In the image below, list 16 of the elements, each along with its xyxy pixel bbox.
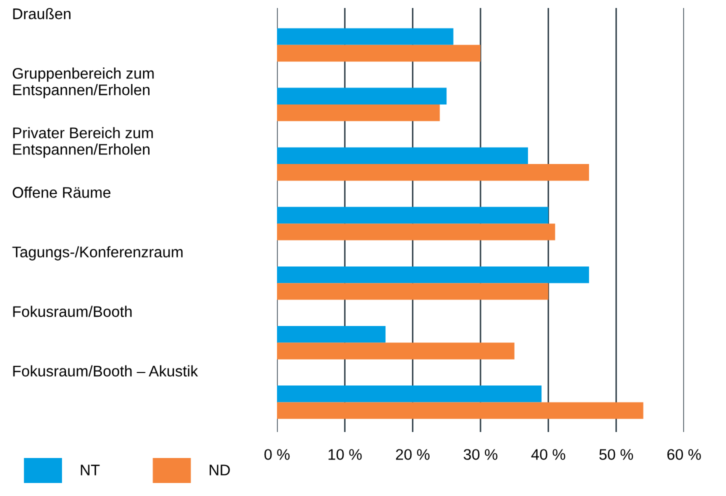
x-tick-label: 30 % — [464, 449, 498, 460]
x-tick-label: 40 % — [531, 449, 566, 460]
y-tick-label: Draußen — [13, 8, 70, 20]
y-tick-label: Fokusraum/Booth – Akustik — [13, 365, 198, 377]
x-tick-label: 50 % — [599, 449, 634, 460]
x-tick-label: 20 % — [396, 449, 430, 460]
y-tick-label: Fokusraum/Booth — [13, 306, 132, 317]
legend-label: NT — [80, 464, 100, 476]
y-tick-label: Privater Bereich zum Entspannen/Erholen — [13, 127, 153, 158]
y-tick-label: Gruppenbereich zum Entspannen/Erholen — [12, 68, 154, 98]
x-tick-label: 10 % — [328, 449, 362, 460]
x-tick-label: 0 % — [264, 449, 290, 460]
y-tick-label: Tagungs-/Konferenzraum — [12, 246, 183, 260]
x-tick-label: 60 % — [667, 449, 701, 460]
legend-label: ND — [210, 464, 230, 476]
y-tick-label: Offene Räume — [12, 186, 110, 198]
